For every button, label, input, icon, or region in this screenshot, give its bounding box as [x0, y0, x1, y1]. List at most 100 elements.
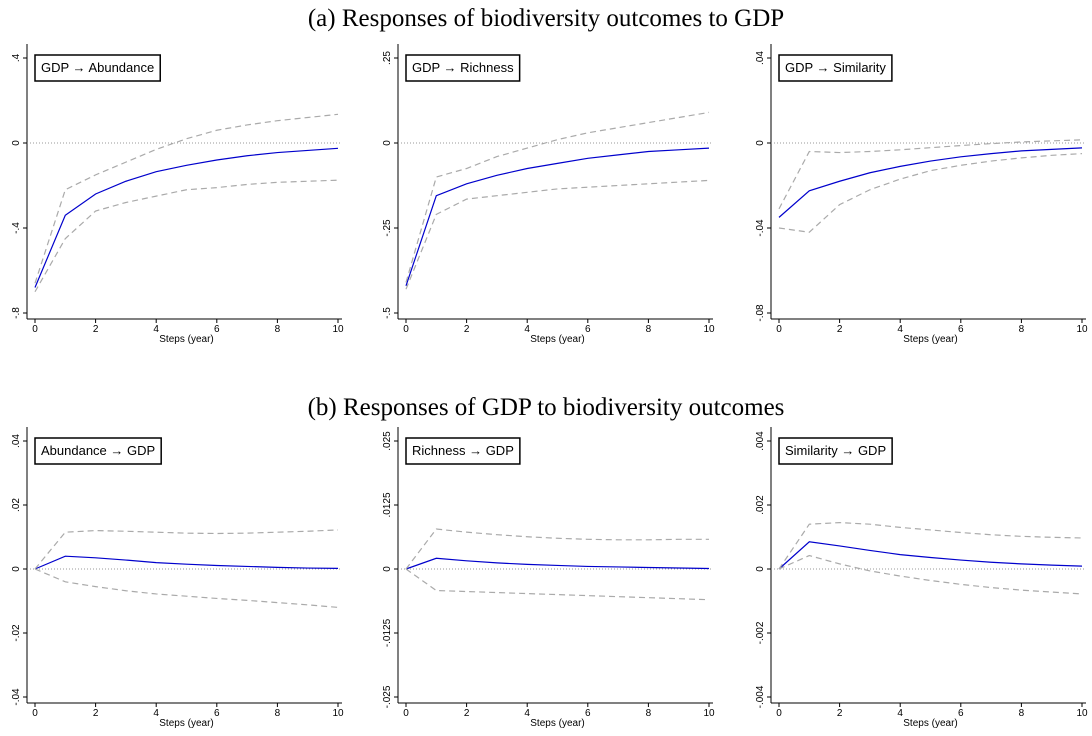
y-tick-label: .25: [382, 51, 393, 65]
annotation: GDP → Abundance: [41, 60, 154, 75]
x-axis-label: Steps (year): [159, 334, 213, 345]
x-tick-label: 6: [958, 708, 964, 719]
x-tick-label: 6: [585, 324, 591, 335]
x-axis-label: Steps (year): [530, 718, 584, 729]
annotation-box: [778, 54, 893, 82]
y-tick-label: -.025: [382, 685, 393, 708]
y-tick-label: 0: [11, 140, 22, 146]
panel: .04 0 -.04 -.08 0 2 4 6 8 10 Steps (year) GDP → Sim…: [755, 44, 1088, 345]
series-line: [34, 179, 339, 293]
y-tick-label: -.8: [11, 307, 22, 319]
series-line: [778, 139, 1083, 210]
series-line: [34, 555, 339, 570]
y-tick-label: .02: [11, 498, 22, 512]
x-tick-label: 6: [214, 708, 220, 719]
x-tick-label: 2: [464, 324, 470, 335]
y-tick-label: -.04: [755, 219, 766, 237]
y-tick-label: -.004: [755, 685, 766, 708]
annotation-box: [34, 437, 162, 465]
annotation: Richness → GDP: [412, 443, 514, 458]
x-tick-label: 8: [1019, 708, 1025, 719]
series-line: [778, 541, 1083, 570]
y-tick-label: .04: [755, 51, 766, 65]
x-tick-label: 10: [332, 324, 344, 335]
series-line: [34, 147, 339, 288]
y-tick-label: 0: [755, 140, 766, 146]
y-tick-label: .4: [11, 53, 22, 62]
panel: .04 .02 0 -.02 -.04 0 2 4 6 8 10 Steps (year) Abunda…: [11, 427, 344, 729]
section-title: (b) Responses of GDP to biodiversity out…: [308, 394, 785, 421]
annotation-box: [405, 437, 521, 465]
x-tick-label: 2: [837, 324, 843, 335]
y-tick-label: .002: [755, 495, 766, 515]
panel: .25 0 -.25 -.5 0 2 4 6 8 10 Steps (year) GDP → Rich…: [382, 44, 715, 345]
panel: .004 .002 0 -.002 -.004 0 2 4 6 8 10 Steps (year) Si…: [755, 427, 1088, 729]
y-tick-label: -.04: [11, 688, 22, 706]
x-tick-label: 4: [524, 324, 530, 335]
y-tick-label: -.08: [755, 304, 766, 322]
y-tick-label: -.4: [11, 222, 22, 234]
x-tick-label: 0: [32, 324, 38, 335]
series-line: [34, 529, 339, 570]
y-tick-label: 0: [11, 566, 22, 572]
x-tick-label: 4: [524, 708, 530, 719]
series-line: [405, 111, 710, 283]
series-line: [405, 528, 709, 570]
x-tick-label: 10: [1076, 324, 1088, 335]
x-tick-label: 8: [275, 324, 281, 335]
y-tick-label: 0: [755, 566, 766, 572]
x-tick-label: 10: [703, 708, 715, 719]
x-tick-label: 2: [93, 324, 99, 335]
x-tick-label: 4: [153, 708, 159, 719]
series-line: [405, 147, 710, 286]
annotation: GDP → Richness: [412, 60, 514, 75]
panel: .4 0 -.4 -.8 0 2 4 6 8 10 Steps (year) GDP → Abunda…: [11, 44, 344, 345]
x-axis-label: Steps (year): [903, 718, 957, 729]
series-line: [405, 179, 710, 290]
x-axis-label: Steps (year): [903, 334, 957, 345]
annotation-box: [405, 54, 521, 82]
section-title: (a) Responses of biodiversity outcomes t…: [308, 5, 784, 32]
series-line: [778, 554, 1083, 595]
series-line: [405, 568, 710, 601]
y-tick-label: .04: [11, 434, 22, 448]
y-tick-label: .004: [755, 431, 766, 451]
annotation: Abundance → GDP: [41, 443, 155, 458]
y-tick-label: .0125: [382, 492, 393, 517]
series-line: [34, 568, 339, 608]
annotation: Similarity → GDP: [785, 443, 886, 458]
x-tick-label: 4: [897, 708, 903, 719]
annotation-box: [34, 54, 161, 82]
x-tick-label: 2: [93, 708, 99, 719]
annotation: GDP → Similarity: [785, 60, 886, 75]
y-tick-label: -.5: [382, 307, 393, 319]
y-tick-label: -.002: [755, 621, 766, 644]
x-tick-label: 2: [837, 708, 843, 719]
y-tick-label: .025: [382, 431, 393, 451]
x-tick-label: 0: [776, 324, 782, 335]
y-tick-label: -.25: [382, 219, 393, 237]
x-tick-label: 2: [464, 708, 470, 719]
x-tick-label: 8: [275, 708, 281, 719]
y-tick-label: -.02: [11, 624, 22, 642]
x-tick-label: 6: [958, 324, 964, 335]
x-tick-label: 0: [403, 324, 409, 335]
series-line: [778, 153, 1083, 233]
x-tick-label: 0: [32, 708, 38, 719]
x-tick-label: 0: [776, 708, 782, 719]
y-tick-label: 0: [382, 566, 393, 572]
x-axis-label: Steps (year): [159, 718, 213, 729]
y-tick-label: -.0125: [382, 618, 393, 647]
y-tick-label: 0: [382, 140, 393, 146]
x-tick-label: 10: [332, 708, 344, 719]
x-tick-label: 8: [1019, 324, 1025, 335]
x-tick-label: 10: [1076, 708, 1088, 719]
annotation-box: [778, 437, 893, 465]
x-tick-label: 4: [153, 324, 159, 335]
series-line: [405, 557, 710, 570]
series-line: [778, 147, 1083, 218]
x-tick-label: 8: [646, 324, 652, 335]
x-tick-label: 4: [897, 324, 903, 335]
x-tick-label: 10: [703, 324, 715, 335]
